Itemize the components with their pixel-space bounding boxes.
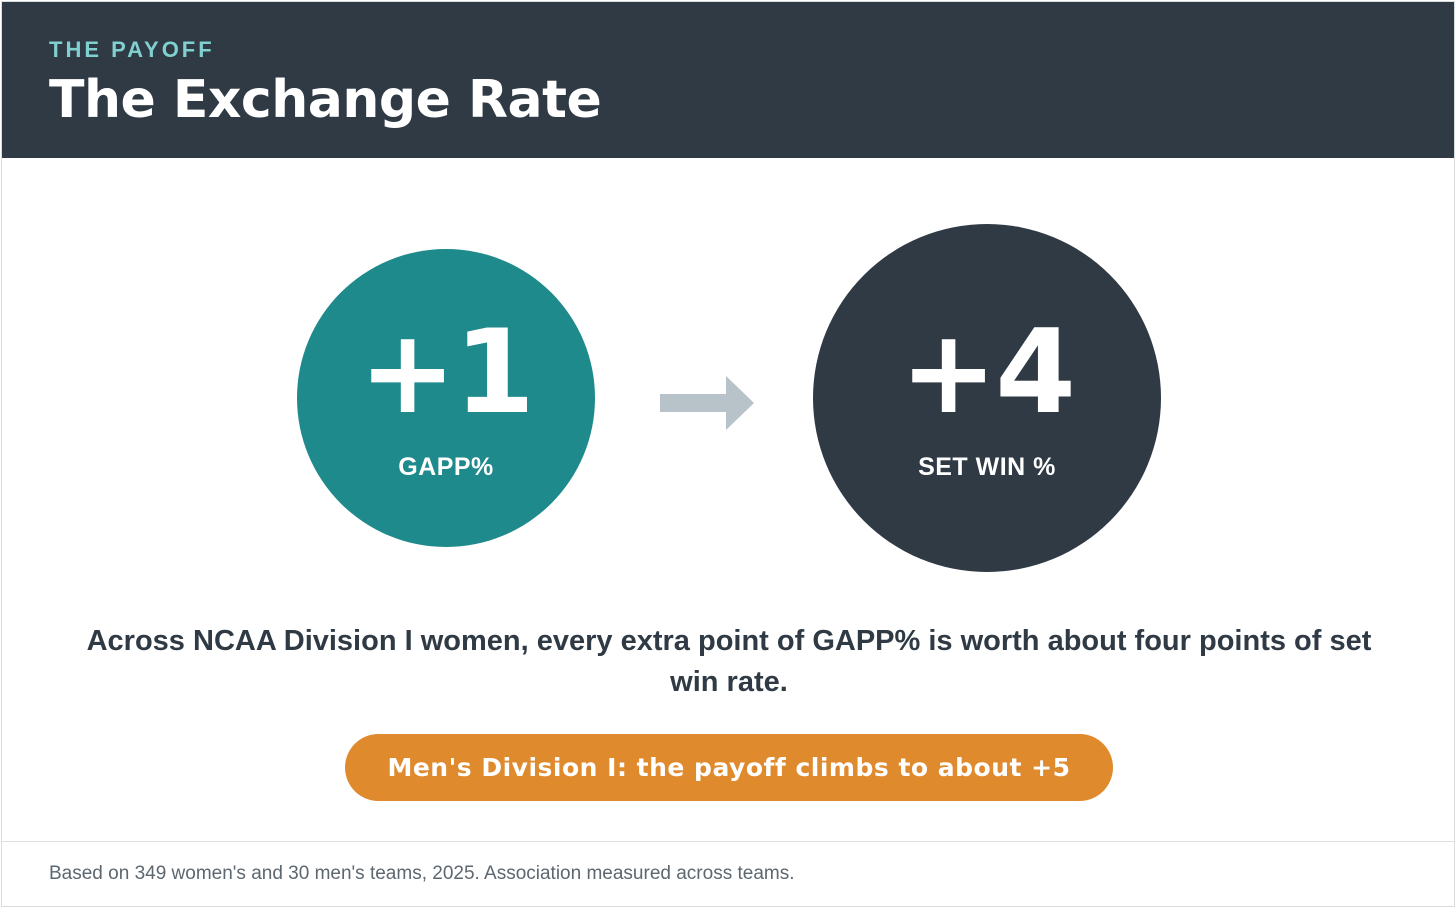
set-win-circle: +4 SET WIN % [813,224,1161,572]
gapp-value: +1 [359,304,535,440]
source-footnote: Based on 349 women's and 30 men's teams,… [49,863,795,884]
gapp-circle: +1 GAPP% [297,249,595,547]
page-title: The Exchange Rate [49,70,602,130]
eyebrow-label: THE PAYOFF [49,37,215,62]
gapp-label: GAPP% [398,452,494,481]
summary-statement: Across NCAA Division I women, every extr… [86,625,1372,698]
footer-divider [2,841,1454,842]
header: THE PAYOFF The Exchange Rate [2,2,1454,158]
right-arrow-icon [660,376,754,430]
set-win-label: SET WIN % [918,452,1056,481]
mens-callout-badge: Men's Division I: the payoff climbs to a… [345,734,1113,801]
set-win-value: +4 [900,304,1076,440]
